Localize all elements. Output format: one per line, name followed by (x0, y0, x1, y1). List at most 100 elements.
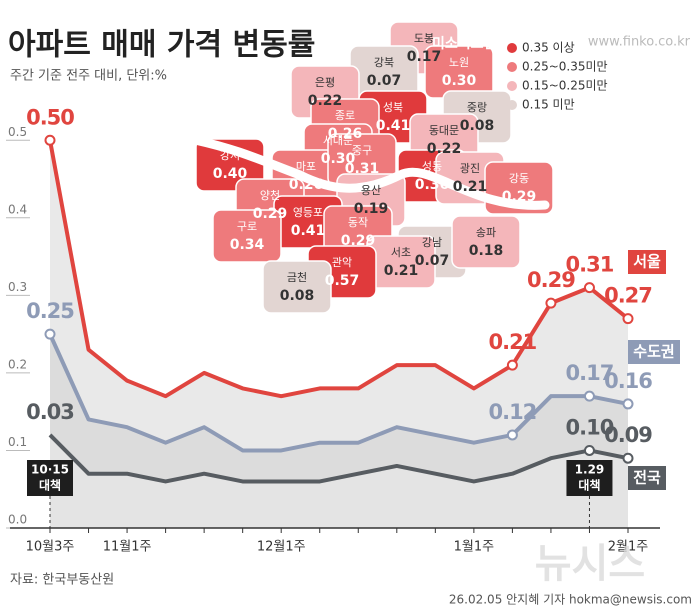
x-tick-label: 2월1주 (608, 540, 649, 555)
legend-marker (507, 100, 517, 110)
line (48, 333, 629, 453)
point (622, 398, 634, 410)
district-value: 0.29 (341, 233, 376, 249)
title: 아파트 매매 가격 변동률 (8, 28, 315, 63)
y-tick-label: 0.4 (8, 202, 27, 216)
value-label: 0.25 (26, 299, 74, 323)
district-value: 0.26 (328, 126, 363, 142)
legend-label: 0.15 미만 (522, 98, 575, 112)
district-name: 도봉 (414, 32, 434, 45)
district-name: 동대문 (429, 124, 459, 137)
district-value: 0.17 (407, 49, 442, 65)
district-name: 성북 (383, 101, 403, 114)
point (622, 452, 634, 464)
legend-marker (507, 81, 517, 91)
legend-marker (507, 62, 517, 72)
district-name: 중구 (352, 144, 372, 157)
legend-label: 0.35 이상 (522, 41, 575, 55)
district-name: 서초 (391, 246, 411, 259)
district (262, 260, 332, 314)
district-value: 0.21 (384, 263, 419, 279)
district-name: 서대문 (323, 134, 353, 147)
legend-marker (507, 43, 517, 53)
legend-label: 전국 (633, 469, 661, 487)
district-name: 광진 (460, 162, 480, 175)
x-tick-label: 11월1주 (103, 540, 152, 555)
x-tick-label: 1월1주 (454, 540, 495, 555)
district-name: 종로 (335, 109, 355, 122)
river (190, 135, 550, 210)
legend-box (628, 466, 666, 490)
value-label: 0.09 (604, 423, 652, 447)
district-name: 용산 (361, 184, 381, 197)
annotation-box (566, 460, 613, 496)
district-value: 0.22 (427, 141, 462, 157)
district-value: 0.31 (345, 161, 380, 177)
watermark: 미소녀포럼 (432, 35, 496, 52)
district-value: 0.08 (460, 118, 495, 134)
y-tick-label: 0.5 (8, 125, 27, 139)
district (212, 209, 282, 263)
legend-label: 수도권 (633, 343, 674, 361)
district-name: 영등포 (293, 206, 323, 219)
district-value: 0.29 (502, 189, 537, 205)
legend-box (628, 340, 680, 364)
district-value: 0.22 (308, 93, 343, 109)
district-value: 0.41 (291, 223, 326, 239)
point (44, 134, 56, 146)
district (451, 215, 521, 269)
line (48, 139, 630, 399)
district-value: 0.07 (415, 253, 450, 269)
district-name: 강동 (509, 172, 529, 185)
district-name: 송파 (476, 226, 496, 239)
district-value: 0.29 (253, 206, 288, 222)
legend-label: 서울 (633, 253, 661, 271)
district-name: 동작 (348, 216, 368, 229)
district-value: 0.07 (367, 73, 402, 89)
district-name: 금천 (287, 270, 307, 284)
point (44, 328, 56, 340)
value-label: 0.16 (604, 369, 652, 393)
plot: 0.0 0.1 0.2 0.3 0.4 0.5 10월3주 11월1주 12월1주 1월1주 2월1… (6, 21, 680, 555)
point (506, 429, 518, 441)
value-label: 0.31 (566, 253, 614, 277)
district-name: 강서 (220, 149, 240, 162)
district-value: 0.40 (213, 166, 248, 182)
district-name: 구로 (237, 220, 257, 233)
annotation: 대책 (39, 478, 61, 493)
watermark: www.finko.co.kr (588, 35, 691, 50)
value-label: 0.12 (488, 400, 536, 424)
source: 자료: 한국부동산원 (10, 573, 114, 588)
district-value: 0.30 (442, 73, 477, 89)
district-name: 양천 (260, 188, 280, 202)
point (583, 390, 595, 402)
annotation: 10·15 (31, 463, 69, 477)
district-value: 0.21 (453, 179, 488, 195)
credit: 26.02.05 안지혜 기자 hokma@newsis.com (449, 593, 692, 607)
x-tick-label: 10월3주 (26, 540, 75, 555)
district-value: 0.19 (354, 201, 389, 217)
district-value: 0.41 (376, 118, 411, 134)
district-value: 0.26 (289, 177, 324, 193)
district-value: 0.34 (230, 237, 265, 253)
y-tick-label: 0.3 (8, 280, 27, 294)
value-label: 0.27 (604, 284, 652, 308)
district-name: 성동 (422, 160, 442, 173)
point (506, 359, 518, 371)
value-label: 0.50 (26, 105, 74, 129)
annotation: 대책 (578, 478, 600, 493)
district-name: 마포 (296, 160, 316, 173)
district-value: 0.30 (321, 151, 356, 167)
value-label: 0.10 (566, 415, 614, 439)
point (583, 282, 595, 294)
district-name: 중랑 (467, 101, 487, 114)
annotation: 1.29 (575, 463, 605, 477)
district-value: 0.57 (325, 273, 360, 289)
district-value: 0.36 (415, 177, 450, 193)
watermark: 뉴시스 (535, 541, 645, 587)
point (545, 297, 557, 309)
district-name: 관악 (332, 256, 352, 269)
subtitle: 주간 기준 전주 대비, 단위:% (10, 69, 167, 84)
